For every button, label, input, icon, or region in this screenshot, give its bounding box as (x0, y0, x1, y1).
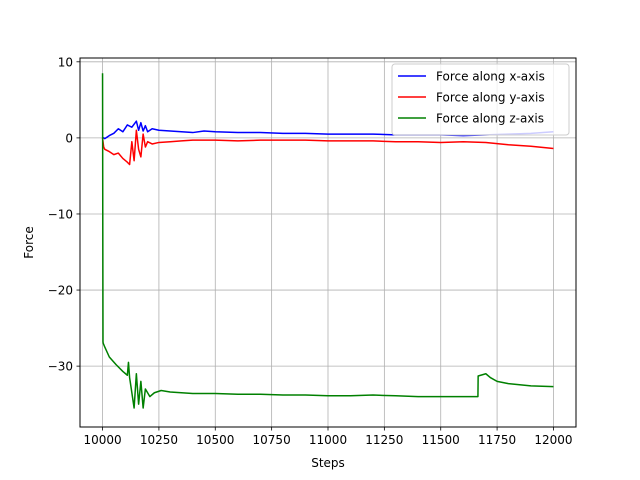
legend-box (391, 63, 570, 136)
y-tick-label: 10 (58, 55, 73, 69)
y-tick-label: −20 (48, 284, 73, 298)
x-tick-label: 11500 (422, 433, 460, 447)
x-tick-label: 10750 (253, 433, 291, 447)
y-tick-label: −30 (48, 360, 73, 374)
legend: Force along x-axis Force along y-axis Forc… (391, 63, 570, 136)
x-tick-label: 10500 (196, 433, 234, 447)
x-tick-label: 12000 (534, 433, 572, 447)
x-tick-label: 11750 (478, 433, 516, 447)
y-axis-label: Force (22, 226, 36, 258)
y-tick-label: 0 (65, 131, 73, 145)
legend-label: Force along y-axis (436, 91, 545, 105)
legend-label: Force along x-axis (436, 70, 545, 84)
series-line-2 (101, 129, 554, 166)
x-tick-label: 10000 (83, 433, 121, 447)
grid (80, 58, 576, 427)
x-tick-label: 10250 (140, 433, 178, 447)
axis-ticks: 10000 10250 10500 10750 11000 11250 11500 11750… (48, 55, 573, 447)
x-axis-label: Steps (311, 456, 345, 470)
legend-label: Force along z-axis (436, 112, 544, 126)
x-tick-label: 11000 (309, 433, 347, 447)
x-tick-label: 11250 (365, 433, 403, 447)
series-line-3 (101, 73, 554, 409)
y-tick-label: −10 (48, 207, 73, 221)
